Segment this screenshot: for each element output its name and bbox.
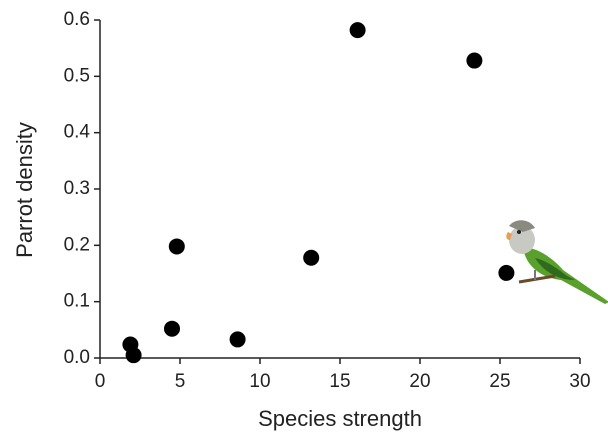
point [125,347,142,364]
point [303,249,320,266]
y-tick-label: 0.2 [64,234,90,255]
y-tick-label: 0.4 [64,122,91,143]
x-tick-label: 15 [329,371,350,392]
y-tick-label: 0.5 [64,65,90,86]
x-tick-label: 0 [95,371,106,392]
y-tick-label: 0.3 [64,178,90,199]
x-tick-label: 5 [175,371,186,392]
parrot-illustration [506,220,608,304]
y-tick-label: 0.0 [64,347,90,368]
y-tick-label: 0.1 [64,291,90,312]
x-tick-label: 25 [489,371,510,392]
point [466,52,483,69]
x-axis-title: Species strength [258,406,422,431]
x-tick-label: 30 [569,371,590,392]
x-tick-label: 20 [409,371,430,392]
y-axis-title: Parrot density [12,122,37,258]
point [168,238,185,255]
x-tick-label: 10 [249,371,270,392]
y-tick-label: 0.6 [64,9,90,30]
point [498,264,515,281]
point [229,331,246,348]
point [164,320,180,337]
point [349,22,366,39]
